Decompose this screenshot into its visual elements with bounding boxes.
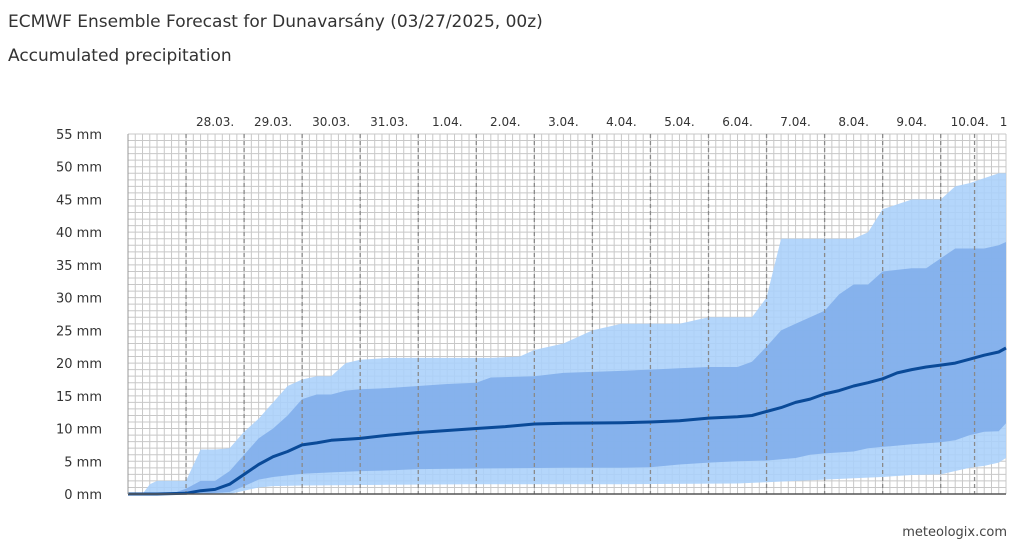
y-tick-label: 5 mm <box>64 455 102 470</box>
y-tick-label: 40 mm <box>56 226 102 241</box>
x-day-label: 31.03. <box>370 115 408 129</box>
y-axis-labels: 0 mm 5 mm 10 mm 15 mm 20 mm 25 mm 30 mm 35 mm 40… <box>56 128 102 503</box>
x-day-label: 29.03. <box>254 115 292 129</box>
x-day-label: 28.03. <box>196 115 234 129</box>
x-day-label: 7.04. <box>780 115 811 129</box>
series-median-line <box>128 346 1007 496</box>
x-day-label: 30.03. <box>312 115 350 129</box>
y-tick-label: 10 mm <box>56 423 102 438</box>
x-day-label: 2.04. <box>490 115 521 129</box>
x-day-label: 5.04. <box>664 115 695 129</box>
y-tick-label: 25 mm <box>56 324 102 339</box>
y-tick-label: 35 mm <box>56 259 102 274</box>
y-tick-label: 20 mm <box>56 357 102 372</box>
source-credit: meteologix.com <box>902 525 1007 540</box>
day-gridlines <box>185 134 976 494</box>
y-tick-label: 15 mm <box>56 390 102 405</box>
x-day-label: 6.04. <box>722 115 753 129</box>
x-day-label: 1.04. <box>432 115 463 129</box>
chart-title: ECMWF Ensemble Forecast for Dunavarsány … <box>8 12 543 32</box>
x-day-label: 3.04. <box>548 115 579 129</box>
chart-subtitle: Accumulated precipitation <box>8 46 232 66</box>
y-tick-label: 30 mm <box>56 292 102 307</box>
y-tick-label: 0 mm <box>64 488 102 503</box>
x-day-label: 4.04. <box>606 115 637 129</box>
x-day-label: 10.04. <box>951 115 989 129</box>
x-day-label: 8.04. <box>838 115 869 129</box>
y-tick-label: 45 mm <box>56 193 102 208</box>
ensemble-bands <box>128 173 1006 495</box>
x-day-label: 9.04. <box>896 115 927 129</box>
median-layer <box>128 346 1007 496</box>
x-day-label: 1 <box>1000 115 1008 129</box>
y-tick-label: 50 mm <box>56 161 102 176</box>
series-band-interquartile <box>128 242 1006 494</box>
x-axis-day-labels: 28.03. 29.03. 30.03. 31.03. 1.04. 2.04. 3.04. 4… <box>196 115 1007 129</box>
axes <box>127 134 1006 495</box>
y-tick-label: 55 mm <box>56 128 102 143</box>
